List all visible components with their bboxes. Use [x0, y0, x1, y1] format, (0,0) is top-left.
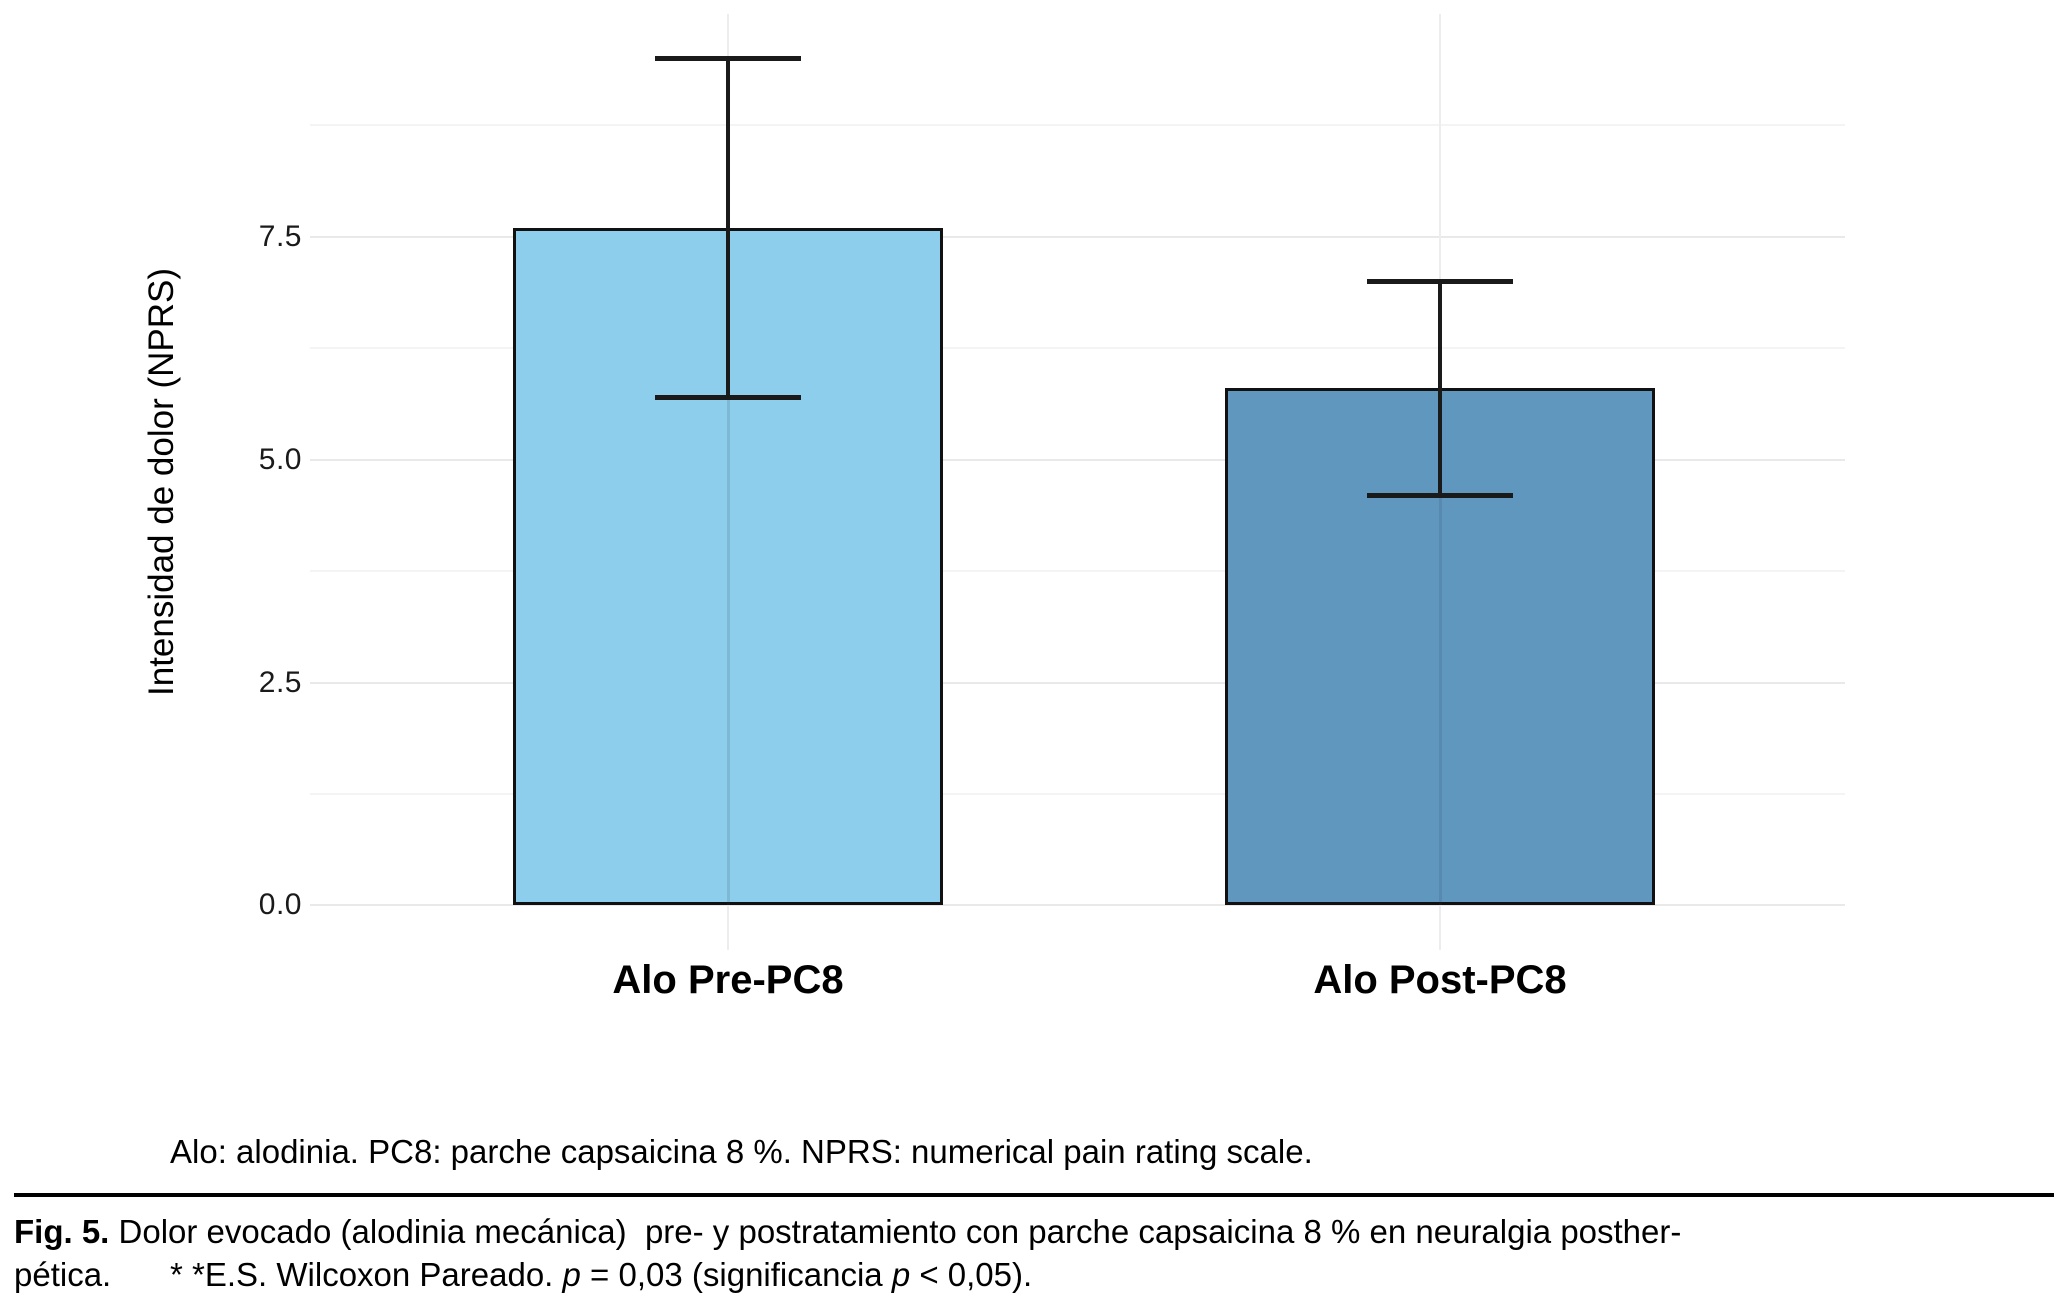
y-tick-label: 2.5 [258, 665, 302, 699]
bar-center-seam [1438, 495, 1442, 906]
text-run: < 0,05). [910, 1256, 1033, 1293]
italic-text: p [562, 1256, 581, 1293]
bar-center-seam [726, 397, 730, 906]
italic-text: p [891, 1256, 911, 1293]
caption-divider [14, 1193, 2054, 1197]
text-run: * *E.S. Wilcoxon Pareado. [170, 1256, 563, 1293]
text-run: Alo: alodinia. PC8: parche capsaicina 8 … [170, 1133, 1313, 1170]
text-run: = 0,03 (significancia [580, 1256, 892, 1293]
error-bar-cap-lower [655, 394, 801, 400]
error-bar-cap-upper [1367, 278, 1513, 284]
y-tick-label: 0.0 [258, 888, 302, 922]
error-bar-line [1438, 281, 1442, 496]
bold-text: Fig. 5. [14, 1213, 110, 1250]
y-tick-label: 5.0 [258, 442, 302, 476]
bar-chart: Intensidad de dolor (NPRS) 0.0 2.5 5.0 7.5 A… [142, 14, 1845, 1002]
x-category-label: Alo Post-PC8 [1313, 958, 1567, 1002]
gridline-minor [310, 124, 1845, 127]
error-bar-cap-lower [1367, 492, 1513, 498]
y-tick-label: 7.5 [258, 219, 302, 253]
figure-caption: Fig. 5. Dolor evocado (alodinia mecánica… [14, 1210, 2059, 1296]
x-category-label: Alo Pre-PC8 [612, 958, 844, 1002]
annotation-line-abbreviations: Alo: alodinia. PC8: parche capsaicina 8 … [170, 1131, 1313, 1172]
error-bar-line [726, 58, 730, 398]
annotation-block: Alo: alodinia. PC8: parche capsaicina 8 … [170, 1049, 1313, 1297]
annotation-line-statistics: * *E.S. Wilcoxon Pareado. p = 0,03 (sign… [170, 1254, 1313, 1295]
text-run: Dolor evocado (alodinia mecánica) pre- y… [14, 1213, 1682, 1293]
error-bar-cap-upper [655, 56, 801, 62]
y-axis-title: Intensidad de dolor (NPRS) [142, 268, 181, 696]
